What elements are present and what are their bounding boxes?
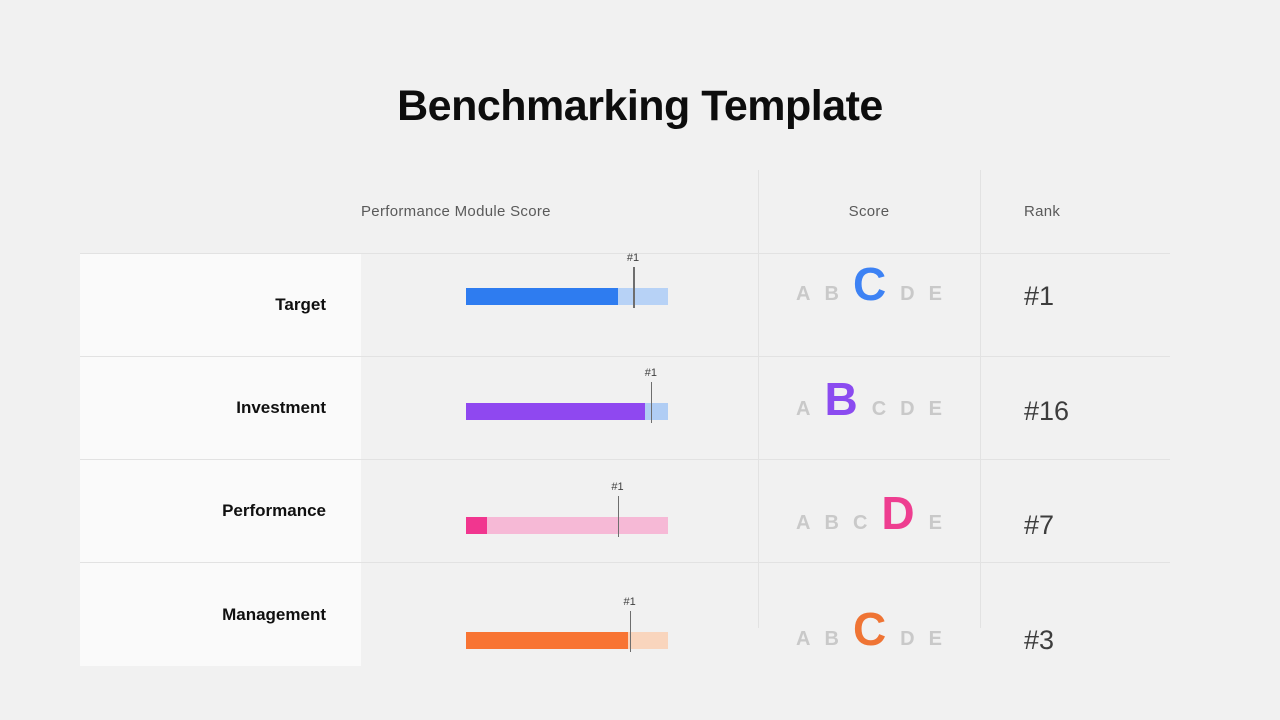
score-bar-cell: #1 [361, 460, 758, 562]
grade-letter: D [900, 283, 915, 305]
benchmark-marker-label: #1 [644, 366, 657, 379]
grade-letter: A [796, 627, 811, 650]
row-label: Management [222, 604, 326, 624]
score-bar-cell: #1 [361, 252, 758, 356]
row-label-cell: Target [80, 254, 361, 356]
benchmark-marker-label: #1 [626, 251, 640, 264]
rank-cell: #7 [980, 460, 1170, 562]
grade-letter: A [796, 512, 811, 534]
row-label-cell: Performance [80, 460, 361, 562]
row-label: Target [275, 295, 326, 314]
rank-value: #3 [1024, 625, 1055, 655]
row-label-cell: Investment [80, 357, 361, 459]
score-bar-cell: #1 [361, 357, 758, 459]
grade-letter: C [852, 512, 868, 534]
grade-letter: E [928, 398, 942, 420]
score-bar-track: #1 [466, 252, 668, 308]
grade-letter: E [928, 512, 942, 534]
rank-value: #1 [1024, 280, 1055, 311]
score-bar-fill [466, 287, 618, 305]
column-header-score: Score [848, 203, 890, 220]
grade-letter: C [871, 398, 887, 420]
score-bar-track: #1 [466, 367, 668, 423]
grade-letter: D [900, 398, 915, 420]
grade-letter: B [824, 283, 839, 305]
benchmark-marker-line [650, 381, 653, 423]
benchmark-marker-label: #1 [623, 596, 636, 608]
score-bar-cell: #1 [361, 563, 758, 666]
table-header-row: Performance Module Score Score Rank [80, 170, 1170, 254]
score-bar-fill [466, 516, 488, 534]
grade-letter-active: D [881, 487, 915, 539]
grade-letter: A [796, 398, 811, 420]
rank-value: #7 [1024, 509, 1055, 540]
row-label: Investment [236, 398, 326, 417]
grade-letter: E [928, 283, 942, 305]
benchmark-marker-line [617, 495, 619, 537]
score-bar-track: #1 [466, 596, 668, 652]
column-header-module-score: Performance Module Score [361, 203, 551, 220]
grade-letter: E [928, 627, 942, 650]
rank-cell: #1 [980, 254, 1170, 356]
column-divider [980, 170, 981, 628]
grade-letter: B [824, 627, 839, 650]
rank-cell: #16 [980, 357, 1170, 459]
benchmark-table: Performance Module Score Score Rank Targ… [80, 170, 1170, 666]
grade-letter: A [796, 283, 811, 305]
grade-letter: B [824, 512, 839, 534]
grade-letter-active: C [852, 258, 887, 310]
benchmark-marker-line [629, 611, 632, 652]
row-label-cell: Management [80, 563, 361, 666]
column-divider [758, 170, 759, 628]
page-title: Benchmarking Template [397, 82, 883, 130]
grade-letter-active: C [852, 602, 887, 655]
rank-value: #16 [1024, 395, 1070, 426]
grade-letter-active: B [824, 373, 858, 425]
benchmark-marker-label: #1 [611, 480, 624, 493]
score-bar-fill [466, 402, 645, 420]
rank-cell: #3 [980, 563, 1170, 666]
benchmark-marker-line [633, 266, 635, 308]
grade-letter: D [900, 627, 915, 650]
row-label: Performance [222, 501, 326, 520]
score-bar-fill [466, 632, 628, 649]
score-bar-track: #1 [466, 481, 668, 537]
column-header-rank: Rank [1024, 203, 1061, 220]
